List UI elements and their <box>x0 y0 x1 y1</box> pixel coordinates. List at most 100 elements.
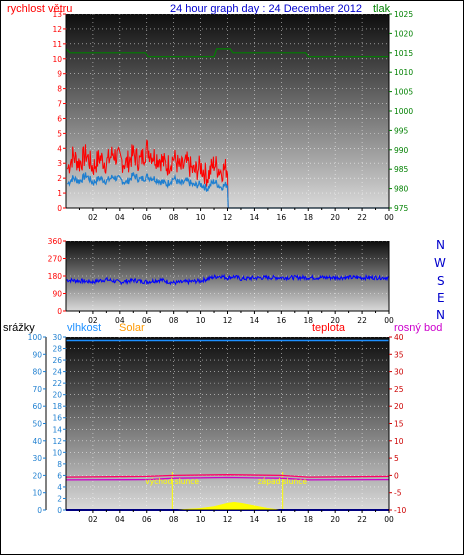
direction-label-e: E <box>437 291 445 305</box>
avg-wind-speed-line <box>66 172 389 209</box>
y-tick-label: 3 <box>57 159 62 168</box>
solar-area <box>173 501 282 511</box>
y-right-tick-label: -5 <box>394 489 402 498</box>
y-tick-label: 40 <box>32 437 42 446</box>
x-tick-label: 10 <box>196 515 206 524</box>
y-tick-label: 24 <box>52 368 62 377</box>
y-tick-label: 0 <box>37 506 42 515</box>
pressure-line <box>65 48 389 58</box>
x-tick-label: 22 <box>357 316 367 325</box>
x-tick-label: 18 <box>303 316 313 325</box>
y-right-tick-label: 35 <box>394 350 404 359</box>
y-right-tick-label: 995 <box>394 126 409 135</box>
x-tick-label: 04 <box>115 515 125 524</box>
x-tick-label: 00 <box>384 213 394 222</box>
y-tick-label: 180 <box>48 272 63 281</box>
x-tick-label: 20 <box>330 515 340 524</box>
y-right-tick-label: 980 <box>394 185 409 194</box>
x-tick-label: 22 <box>357 515 367 524</box>
x-tick-label: 06 <box>142 515 152 524</box>
y-tick-label: 270 <box>48 255 63 264</box>
y-tick-label: 12 <box>52 437 62 446</box>
x-tick-label: 18 <box>303 213 313 222</box>
y-tick-label: 1 <box>57 189 62 198</box>
y-tick-label: 90 <box>32 350 42 359</box>
solar-label: Solar <box>119 322 145 334</box>
y-right-tick-label: 985 <box>394 165 409 174</box>
y-tick-label: 22 <box>52 379 62 388</box>
x-tick-label: 02 <box>88 316 98 325</box>
x-tick-label: 02 <box>88 213 98 222</box>
x-tick-label: 20 <box>330 213 340 222</box>
y-tick-label: 28 <box>52 345 62 354</box>
dewpoint-line <box>65 476 390 481</box>
x-tick-label: 16 <box>277 515 287 524</box>
dewpoint-label: rosný bod <box>394 322 442 334</box>
chart-title: 24 hour graph day : 24 December 2012 <box>170 3 362 15</box>
x-tick-label: 04 <box>115 213 125 222</box>
x-tick-label: 10 <box>196 213 206 222</box>
x-tick-label: 12 <box>223 515 233 524</box>
y-tick-label: 7 <box>57 100 62 109</box>
x-tick-label: 18 <box>303 515 313 524</box>
y-tick-label: 6 <box>57 471 62 480</box>
sunset-label: západ slunce <box>258 477 308 486</box>
x-tick-label: 00 <box>384 316 394 325</box>
y-tick-label: 2 <box>57 494 62 503</box>
rain-label: srážky <box>3 322 35 334</box>
x-tick-label: 08 <box>169 213 179 222</box>
y-tick-label: 9 <box>57 70 62 79</box>
y-tick-label: 0 <box>57 204 62 213</box>
y-tick-label: 50 <box>32 420 42 429</box>
x-tick-label: 08 <box>169 515 179 524</box>
y-tick-label: 18 <box>52 402 62 411</box>
humidity-label: vlhkost <box>67 322 101 334</box>
y-tick-label: 4 <box>57 483 62 492</box>
direction-label-n-top: N <box>436 238 445 252</box>
x-tick-label: 20 <box>330 316 340 325</box>
y-tick-label: 14 <box>52 425 62 434</box>
y-right-tick-label: 40 <box>394 333 404 342</box>
direction-label-n-bottom: N <box>436 308 445 322</box>
x-tick-label: 14 <box>250 515 260 524</box>
y-tick-label: 0 <box>57 506 62 515</box>
y-right-tick-label: 30 <box>394 368 404 377</box>
x-tick-label: 06 <box>142 316 152 325</box>
x-tick-label: 16 <box>277 316 287 325</box>
y-tick-label: 80 <box>32 368 42 377</box>
y-right-tick-label: 15 <box>394 420 404 429</box>
y-right-tick-label: 1025 <box>394 10 413 19</box>
y-tick-label: 30 <box>32 454 42 463</box>
x-tick-label: 00 <box>384 515 394 524</box>
temperature-line <box>65 474 390 478</box>
y-tick-label: 16 <box>52 414 62 423</box>
y-right-tick-label: 990 <box>394 146 409 155</box>
y-tick-label: 8 <box>57 460 62 469</box>
rain-humidity-axes: 02 04 06 08 10 12 14 16 18 20 22 000246810121416182… <box>28 333 407 524</box>
y-tick-label: 4 <box>57 144 62 153</box>
y-right-tick-label: 1010 <box>394 68 413 77</box>
direction-label-w: W <box>434 256 446 270</box>
x-tick-label: 02 <box>88 515 98 524</box>
wind-pressure-axes: 02 04 06 08 10 12 14 16 18 20 22 000123456789101112… <box>52 10 413 222</box>
y-tick-label: 11 <box>52 40 62 49</box>
x-tick-label: 14 <box>250 213 260 222</box>
y-tick-label: 5 <box>57 129 62 138</box>
wind-speed-label: rychlost větru <box>7 3 72 15</box>
y-tick-label: 70 <box>32 385 42 394</box>
temperature-label: teplota <box>312 322 346 334</box>
y-right-tick-label: 20 <box>394 402 404 411</box>
wind-direction-series <box>65 273 389 286</box>
x-tick-label: 06 <box>142 213 152 222</box>
y-tick-label: 30 <box>52 333 62 342</box>
y-tick-label: 8 <box>57 85 62 94</box>
wind-pressure-grid <box>66 13 390 209</box>
wind-direction-line <box>65 273 389 286</box>
y-tick-label: 360 <box>48 237 63 246</box>
y-right-tick-label: 1020 <box>394 29 413 38</box>
x-tick-label: 16 <box>277 213 287 222</box>
x-tick-label: 12 <box>223 213 233 222</box>
y-tick-label: 20 <box>52 391 62 400</box>
